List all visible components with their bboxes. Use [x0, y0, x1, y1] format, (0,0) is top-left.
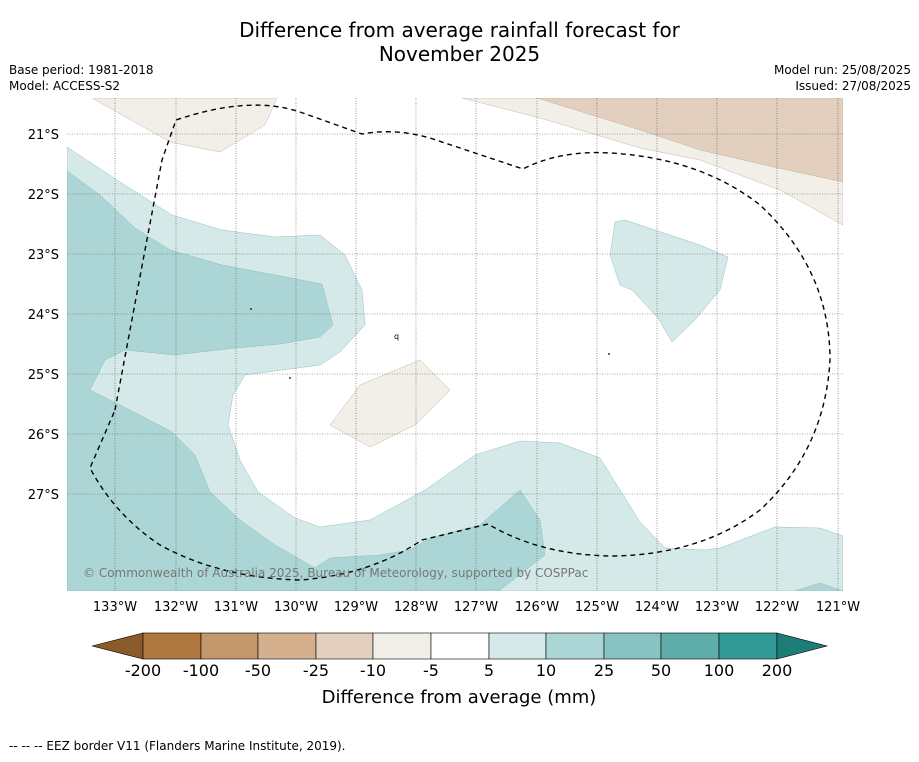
lat-label: 25°S [28, 368, 59, 383]
colorbar-tick-label: -200 [125, 661, 161, 680]
colorbar-swatch [545, 632, 605, 660]
lat-label: 21°S [28, 128, 59, 143]
colorbar-swatch [718, 632, 778, 660]
colorbar-swatch [257, 632, 317, 660]
title-line-2: November 2025 [378, 42, 541, 66]
lon-label: 130°W [274, 600, 318, 615]
colorbar-extend-low [91, 632, 144, 660]
colorbar-tick-label: -100 [183, 661, 219, 680]
lon-label: 126°W [515, 600, 559, 615]
lon-label: 122°W [755, 600, 799, 615]
meta-right: Model run: 25/08/2025 Issued: 27/08/2025 [774, 62, 911, 94]
lat-labels: 21°S 22°S 23°S 24°S 25°S 26°S 27°S [28, 128, 59, 503]
colorbar-swatch [603, 632, 662, 660]
lon-label: 123°W [695, 600, 739, 615]
colorbar-tick-label: 100 [704, 661, 735, 680]
eez-footnote: -- -- -- EEZ border V11 (Flanders Marine… [9, 739, 346, 753]
colorbar-swatch [200, 632, 259, 660]
lon-label: 132°W [154, 600, 198, 615]
lon-label: 125°W [575, 600, 619, 615]
contour-5-band-west [67, 146, 843, 591]
lon-label: 128°W [394, 600, 438, 615]
lat-label: 26°S [28, 428, 59, 443]
speckle [289, 377, 291, 379]
copyright-text: © Commonwealth of Australia 2025, Bureau… [83, 566, 588, 580]
eez-border [89, 104, 831, 581]
colorbar-tick-label: -25 [303, 661, 329, 680]
colorbar-swatch [430, 632, 490, 660]
colorbar: -200 -100 -50 -25 -10 -5 5 10 25 50 100 … [91, 632, 829, 708]
lon-label: 129°W [334, 600, 378, 615]
contour-m10-patch-center [329, 359, 451, 448]
colorbar-tick-label: 50 [651, 661, 671, 680]
colorbar-tick-label: -10 [360, 661, 386, 680]
colorbar-tick-label: -50 [245, 661, 271, 680]
lat-label: 27°S [28, 488, 59, 503]
base-period-text: Base period: 1981-2018 [9, 63, 154, 77]
lat-label: 24°S [28, 308, 59, 323]
colorbar-swatch [315, 632, 374, 660]
contour-10-band-west [67, 170, 546, 591]
title-line-1: Difference from average rainfall forecas… [239, 18, 680, 42]
colorbar-label: Difference from average (mm) [322, 687, 597, 708]
colorbar-tick-label: 25 [594, 661, 614, 680]
lon-label: 133°W [93, 600, 137, 615]
contour-m10-patch-nw [91, 98, 278, 153]
rainfall-map: q © Commonwealth of Australia 2025, Bure… [67, 98, 843, 591]
colorbar-ticks: -200 -100 -50 -25 -10 -5 5 10 25 50 100 … [125, 661, 792, 680]
colorbar-swatch [660, 632, 720, 660]
meta-left: Base period: 1981-2018 Model: ACCESS-S2 [9, 62, 154, 94]
lon-labels: 133°W 132°W 131°W 130°W 129°W 128°W 127°… [93, 600, 860, 615]
lat-label: 23°S [28, 248, 59, 263]
lon-label: 127°W [454, 600, 498, 615]
model-run-text: Model run: 25/08/2025 [773, 63, 911, 77]
grid-lines [67, 98, 843, 591]
speckle [250, 308, 252, 310]
colorbar-tick-label: 200 [762, 661, 793, 680]
colorbar-tick-label: 5 [484, 661, 494, 680]
colorbar-tick-label: -5 [423, 661, 439, 680]
lon-label: 124°W [635, 600, 679, 615]
lat-label: 22°S [28, 188, 59, 203]
colorbar-tick-label: 10 [536, 661, 556, 680]
colorbar-swatch [142, 632, 202, 660]
colorbar-extend-high [776, 632, 829, 660]
lon-label: 131°W [214, 600, 258, 615]
chart-title: Difference from average rainfall forecas… [0, 18, 919, 66]
lon-label: 121°W [816, 600, 860, 615]
speckle [608, 353, 610, 355]
contour-5-patch-east [609, 219, 729, 343]
stray-map-label: q [394, 332, 399, 341]
contour-10-sliver-se [794, 582, 843, 591]
model-text: Model: ACCESS-S2 [9, 79, 121, 93]
colorbar-swatch [488, 632, 547, 660]
colorbar-swatch [372, 632, 432, 660]
contour-m25-band-ne [536, 98, 843, 183]
issued-text: Issued: 27/08/2025 [795, 79, 911, 93]
